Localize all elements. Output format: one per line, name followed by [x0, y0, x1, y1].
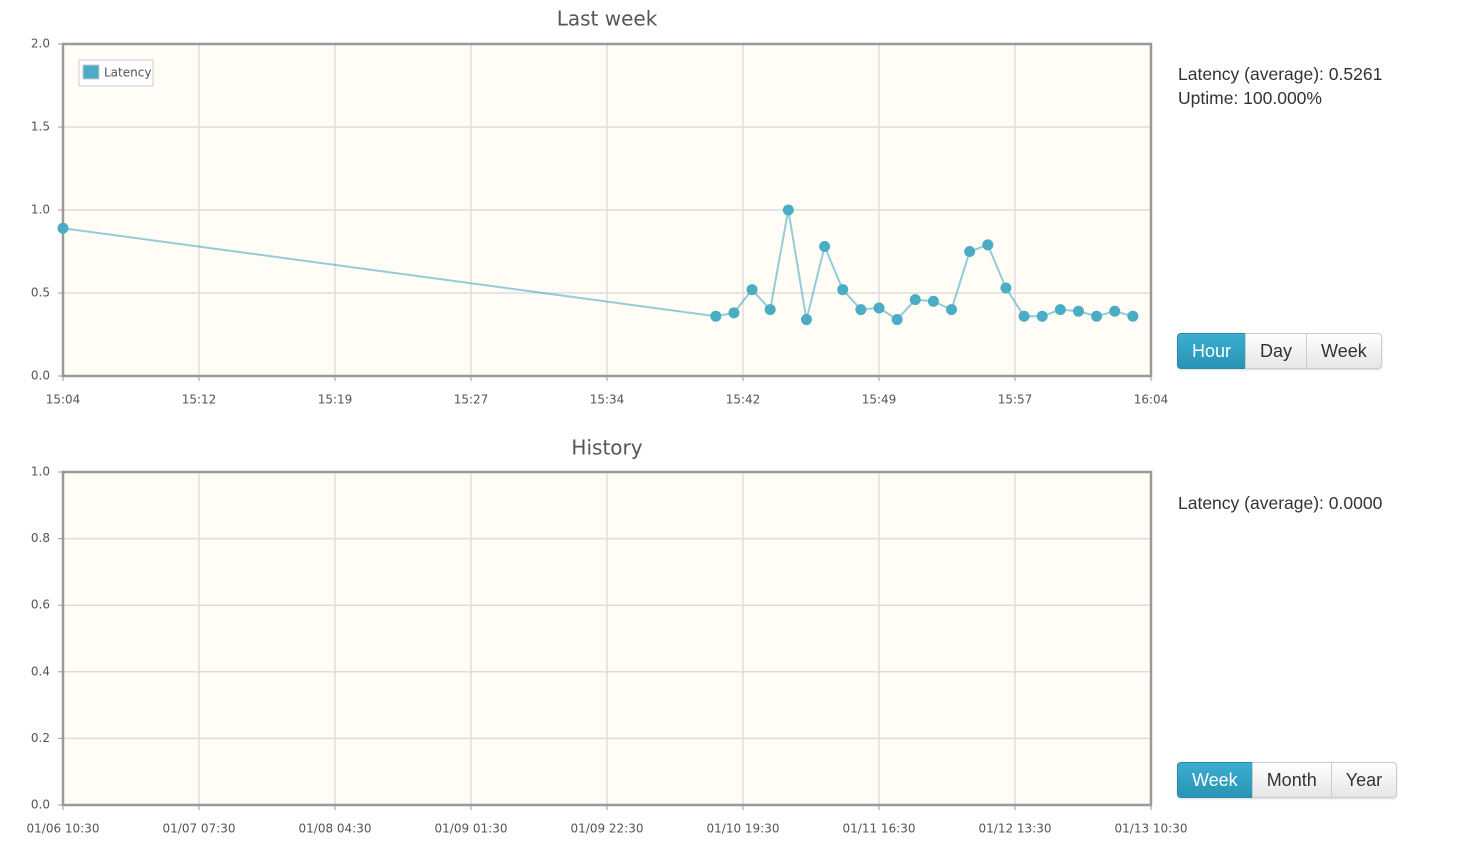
data-point [909, 294, 921, 306]
stat: Latency (average): 0.5261 [1178, 64, 1383, 84]
button[interactable]: Hour [1177, 333, 1247, 369]
x-tick-label: 15:57 [998, 393, 1033, 407]
x-tick-label: 15:27 [454, 393, 489, 407]
data-point [873, 302, 885, 314]
button[interactable]: Year [1330, 762, 1398, 798]
data-point [927, 295, 939, 307]
data-point [764, 304, 776, 316]
data-point [964, 246, 976, 257]
data-point [800, 314, 812, 326]
plot-border [61, 470, 1153, 807]
y-tick-label: 0.6 [31, 598, 50, 612]
button[interactable]: Month [1251, 762, 1332, 798]
data-point [982, 239, 994, 251]
stat: Latency (average): 0.0000 [1178, 493, 1383, 513]
data-point [819, 241, 831, 253]
x-tick-label: 15:19 [318, 393, 353, 407]
legend-swatch [82, 64, 100, 80]
data-point [1018, 310, 1030, 322]
y-tick-label: 2.0 [31, 37, 50, 51]
data-point [855, 304, 867, 316]
x-tick-label: 01/07 07:30 [163, 822, 236, 836]
x-tick-label: 01/08 04:30 [299, 822, 372, 836]
button[interactable]: Day [1245, 333, 1308, 369]
plot-border [61, 42, 1153, 378]
x-tick-label: 15:12 [182, 393, 217, 407]
x-tick-label: 15:49 [862, 393, 897, 407]
data-point [57, 222, 69, 234]
x-tick-label: 15:34 [590, 393, 625, 407]
range-buttons: Week Month Year [1177, 762, 1398, 798]
x-tick-label: 01/11 16:30 [843, 822, 916, 836]
data-point [891, 314, 903, 326]
x-tick-label: 01/06 10:30 [27, 822, 100, 836]
y-tick-label: 0.8 [31, 531, 50, 545]
x-tick-label: 01/10 19:30 [707, 822, 780, 836]
chart-title: Last week [557, 7, 658, 31]
data-point [837, 284, 849, 296]
data-point [1091, 310, 1103, 322]
data-point [746, 284, 758, 296]
x-tick-label: 15:42 [726, 393, 761, 407]
data-point [1127, 310, 1139, 322]
button[interactable]: Week [1177, 762, 1253, 798]
data-point [1036, 310, 1048, 322]
x-tick-label: 01/09 01:30 [435, 822, 508, 836]
data-point [1054, 304, 1066, 316]
data-point [1000, 282, 1012, 294]
chart-title: History [571, 436, 642, 460]
y-tick-label: 0.0 [31, 798, 50, 812]
y-tick-label: 0.4 [31, 664, 50, 678]
x-tick-label: 15:04 [46, 393, 81, 407]
data-point [946, 304, 958, 316]
data-point [1072, 305, 1084, 317]
stats: Latency (average): 0.0000 [1178, 491, 1382, 515]
y-tick-label: 0.5 [31, 286, 50, 300]
data-point [1109, 305, 1121, 317]
stats: Latency (average): 0.5261 Uptime: 100.00… [1178, 62, 1382, 110]
range-buttons: Hour Day Week [1177, 333, 1382, 369]
y-tick-label: 0.2 [31, 731, 50, 745]
y-tick-label: 1.0 [31, 465, 50, 479]
data-point [710, 310, 722, 322]
legend-label: Latency [104, 66, 151, 80]
data-point [728, 307, 740, 319]
stat: Uptime: 100.000% [1178, 88, 1322, 108]
button[interactable]: Week [1306, 333, 1382, 369]
x-tick-label: 01/12 13:30 [979, 822, 1052, 836]
y-tick-label: 1.0 [31, 203, 50, 217]
x-tick-label: 16:04 [1134, 393, 1169, 407]
data-point [782, 204, 794, 216]
y-tick-label: 1.5 [31, 120, 50, 134]
y-tick-label: 0.0 [31, 369, 50, 383]
x-tick-label: 01/13 10:30 [1115, 822, 1188, 836]
x-tick-label: 01/09 22:30 [571, 822, 644, 836]
legend: Latency [78, 59, 154, 87]
